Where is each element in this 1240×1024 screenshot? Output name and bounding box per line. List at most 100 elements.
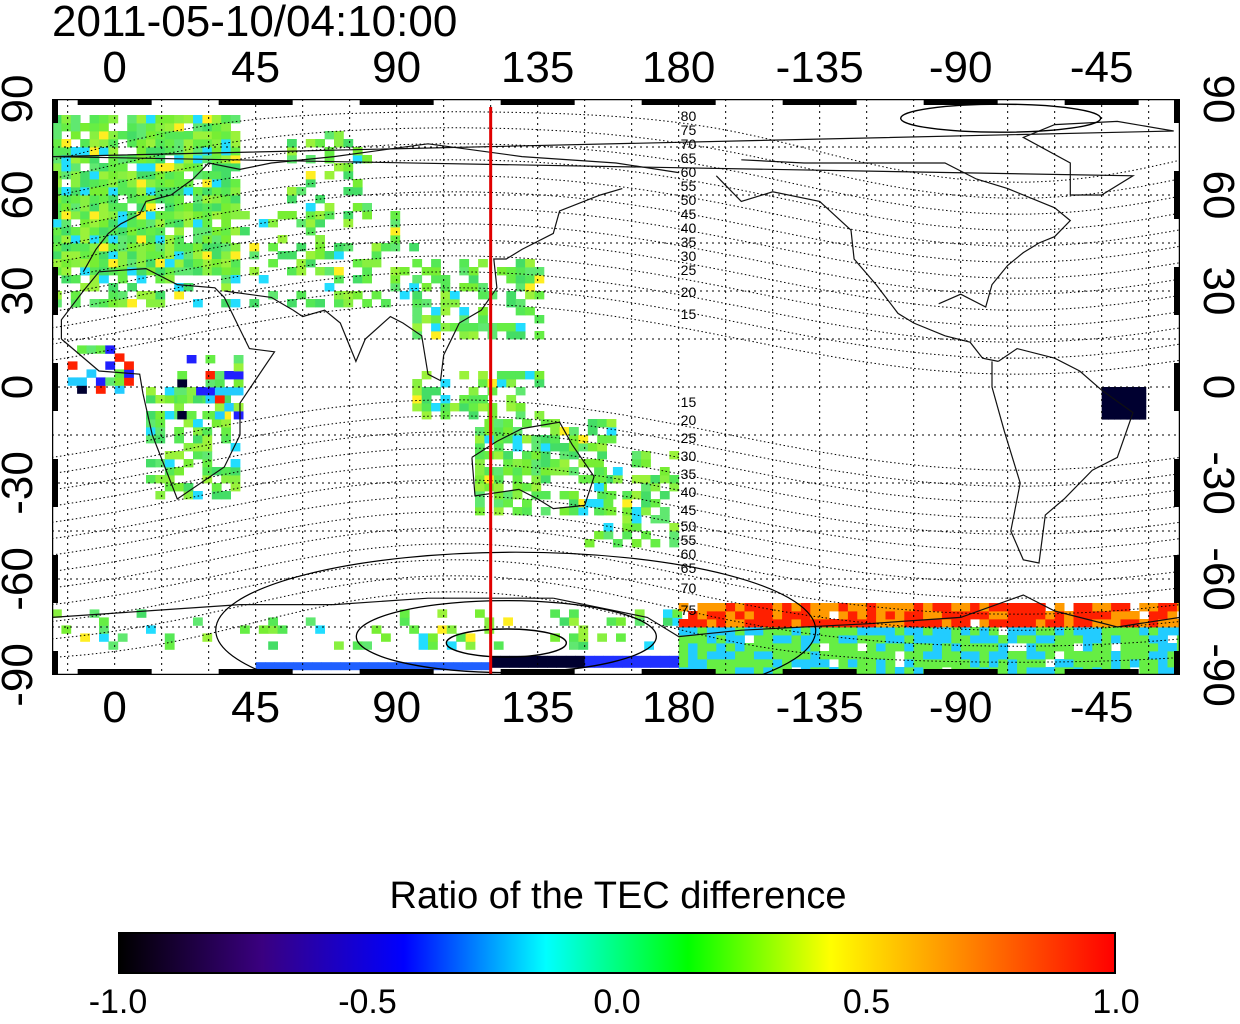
tec-data-cell [772, 619, 783, 628]
tec-data-cell [399, 617, 410, 626]
tick-bar-bottom [218, 669, 293, 675]
tec-data-cell [1035, 643, 1046, 652]
tec-data-cell [249, 251, 260, 260]
tec-data-cell [114, 369, 125, 378]
tec-data-cell [988, 635, 999, 644]
tec-data-cell [183, 283, 194, 292]
tec-data-cell [829, 643, 839, 652]
tec-data-cell [791, 603, 802, 612]
tec-data-cell [622, 491, 633, 500]
tec-data-cell [52, 131, 62, 140]
tec-data-cell [202, 203, 213, 212]
tec-data-cell [155, 251, 166, 260]
tec-data-cell [515, 403, 526, 412]
tec-data-cell [381, 299, 391, 308]
tec-data-cell [1139, 667, 1150, 675]
tec-data-cell [540, 419, 551, 428]
tec-data-cell [136, 259, 147, 268]
tec-data-cell [446, 625, 457, 634]
tec-data-cell [782, 611, 792, 620]
tec-data-cell [506, 371, 517, 380]
tec-data-cell [753, 627, 764, 636]
tec-data-cell [1139, 399, 1147, 407]
tec-data-cell [52, 609, 62, 618]
tec-data-cell [99, 179, 109, 188]
tec-data-cell [819, 611, 830, 620]
tec-data-cell [80, 179, 90, 188]
tec-data-cell [1026, 643, 1037, 652]
tec-data-cell [293, 662, 304, 671]
tec-data-cell [697, 643, 708, 652]
tec-data-cell [258, 275, 269, 284]
tec-data-cell [193, 235, 203, 244]
tec-data-cell [221, 235, 231, 244]
tec-data-cell [177, 395, 188, 404]
tec-data-cell [108, 283, 119, 292]
tec-data-cell [866, 651, 877, 660]
tec-data-cell [1064, 643, 1074, 652]
tec-data-cell [136, 123, 147, 132]
tec-data-cell [211, 419, 222, 428]
tec-data-cell [174, 227, 184, 236]
tec-data-cell [164, 483, 175, 492]
tec-data-cell [80, 147, 90, 156]
tec-data-cell [706, 619, 717, 628]
tec-data-cell [193, 163, 203, 172]
tec-data-cell [431, 259, 441, 268]
tec-data-cell [287, 267, 297, 276]
tec-data-cell [459, 331, 470, 340]
tec-data-cell [268, 617, 278, 626]
tec-data-cell [99, 131, 109, 140]
tec-data-cell [631, 523, 642, 532]
tec-data-cell [421, 411, 432, 420]
tec-data-cell [61, 625, 72, 634]
contour-label: 45 [681, 502, 697, 518]
tec-data-cell [496, 379, 507, 388]
tec-data-cell [838, 603, 849, 612]
tec-data-cell [61, 163, 72, 172]
tec-data-cell [211, 235, 222, 244]
tec-data-cell [155, 227, 166, 236]
tec-data-cell [1139, 393, 1147, 401]
bottom-tick-label: 0 [102, 683, 127, 732]
tec-data-cell [283, 662, 294, 671]
tec-data-cell [174, 171, 184, 180]
map-timestamp: 2011-05-10/04:10:00 [52, 0, 458, 46]
tec-data-cell [1176, 635, 1180, 644]
tec-data-cell [496, 267, 507, 276]
tec-data-cell [334, 299, 344, 308]
tick-bar-bottom [1064, 669, 1139, 675]
tec-data-cell [1158, 651, 1168, 660]
coastline-segment [60, 267, 276, 500]
tec-data-cell [164, 139, 175, 148]
tec-data-cell [913, 667, 924, 675]
tec-data-cell [1129, 619, 1140, 628]
tec-data-cell [127, 171, 137, 180]
tec-data-cell [221, 491, 231, 500]
tec-data-cell [1092, 611, 1103, 620]
tec-data-cell [847, 619, 858, 628]
tec-data-cell [550, 443, 560, 452]
tec-data-cell [979, 651, 990, 660]
tec-data-cell [99, 195, 109, 204]
tick-bar-left [52, 555, 58, 603]
tec-data-cell [951, 659, 962, 668]
tec-data-cell [117, 155, 128, 164]
tec-data-cell [650, 655, 661, 668]
bottom-tick-label: 135 [500, 683, 575, 732]
tec-data-cell [108, 115, 119, 124]
tec-data-cell [578, 625, 589, 634]
tec-data-cell [183, 115, 194, 124]
tec-data-cell [155, 475, 166, 484]
tec-data-cell [782, 651, 792, 660]
tec-data-cell [230, 267, 241, 276]
tec-data-cell [800, 651, 811, 660]
tec-data-cell [650, 515, 661, 524]
tec-data-cell [155, 163, 166, 172]
tec-data-cell [70, 179, 81, 188]
tec-data-cell [233, 379, 244, 388]
tec-data-cell [791, 627, 802, 636]
tec-data-cell [230, 179, 241, 188]
tec-data-cell [622, 515, 633, 524]
tec-data-cell [277, 235, 288, 244]
